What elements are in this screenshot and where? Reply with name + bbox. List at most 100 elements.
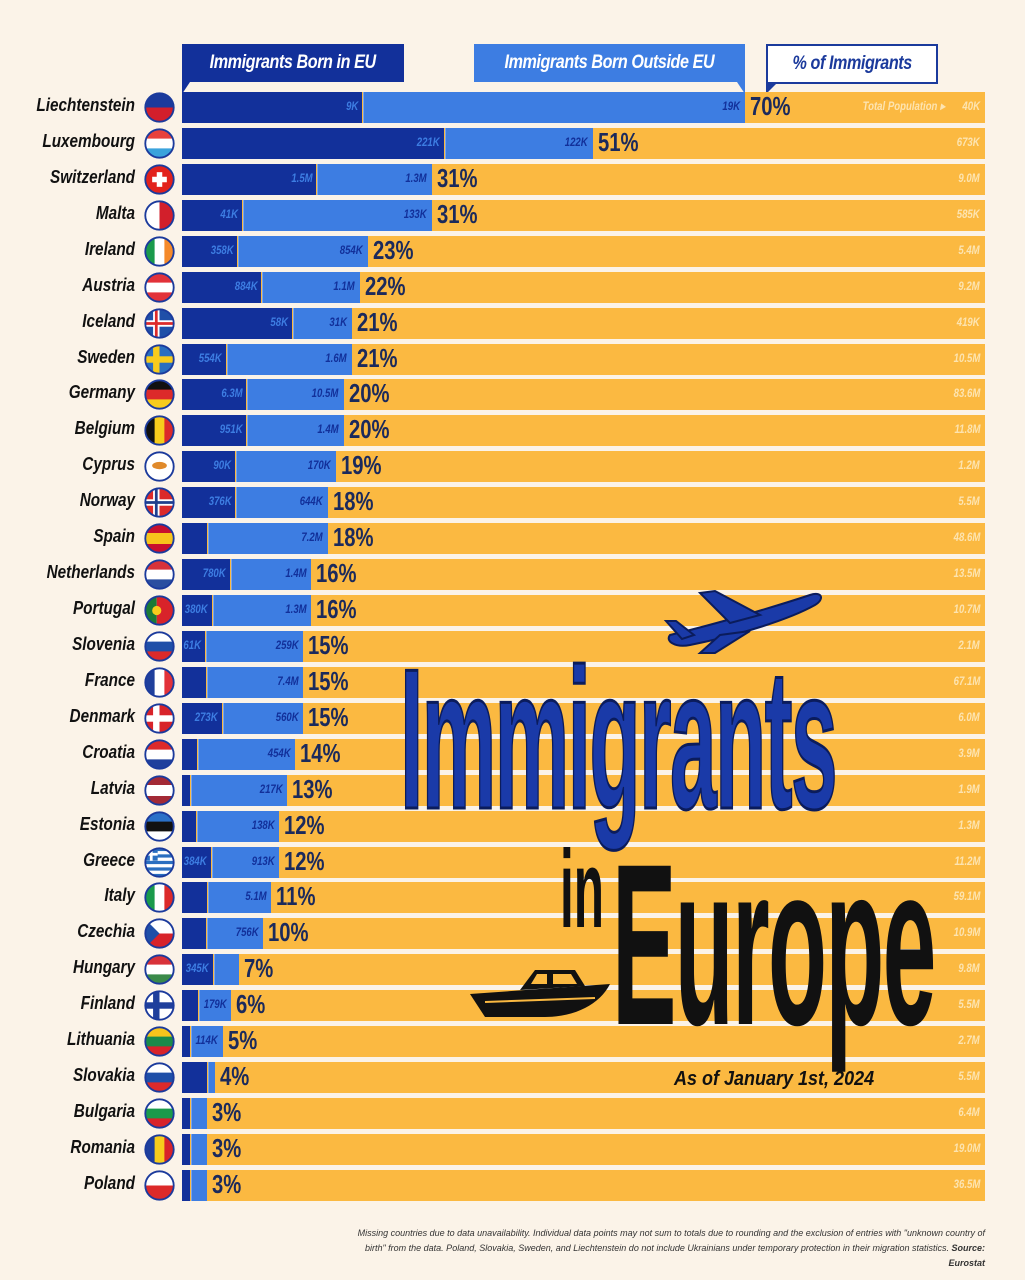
eu-value-label: 221K — [417, 134, 441, 149]
country-name: Liechtenstein — [36, 95, 135, 115]
non-eu-bar — [205, 630, 304, 662]
eu-bar — [182, 271, 262, 303]
pct-label: 3% — [212, 1132, 242, 1163]
flag-icon — [143, 953, 176, 986]
bar-row-italy: Italy 5.1M 11% 59.1M — [0, 881, 1025, 914]
pct-label: 15% — [308, 701, 350, 732]
total-population-bar — [182, 1098, 985, 1130]
country-name: Switzerland — [49, 166, 135, 187]
boat-icon — [470, 970, 610, 1017]
country-name: Luxembourg — [42, 130, 135, 151]
eu-value-label: 345K — [185, 961, 209, 976]
legend-pct-pointer — [766, 84, 776, 94]
total-population-bar — [182, 738, 985, 770]
non-eu-bar — [213, 954, 240, 986]
bar-row-croatia: Croatia 454K 14% 3.9M — [0, 738, 1025, 770]
country-name: Denmark — [69, 705, 135, 726]
flag-icon — [143, 630, 176, 663]
pct-label: 18% — [332, 486, 374, 517]
flag-icon — [143, 1169, 176, 1202]
eu-value-label: 273K — [194, 709, 218, 724]
eu-value-label: 90K — [213, 458, 232, 473]
flag-icon — [143, 91, 176, 124]
flag-icon — [143, 702, 176, 735]
pct-label: 16% — [316, 558, 358, 589]
total-population-label: 10.9M — [953, 925, 980, 940]
bar-row-norway: Norway 376K 644K 18% 5.5M — [0, 486, 1025, 519]
non-eu-value-label: 854K — [339, 242, 363, 257]
flag-icon — [143, 378, 176, 411]
eu-value-label: 41K — [220, 206, 238, 221]
non-eu-value-label: 644K — [299, 494, 323, 509]
eu-bar — [182, 954, 213, 986]
eu-bar — [182, 990, 198, 1022]
pct-label: 15% — [308, 629, 350, 660]
country-name: Portugal — [72, 598, 135, 619]
total-population-bar — [182, 810, 985, 842]
eu-bar — [182, 1133, 190, 1165]
pct-label: 70% — [750, 91, 791, 121]
non-eu-bar — [226, 343, 352, 375]
non-eu-bar — [236, 487, 328, 519]
eu-value-label: 1.5M — [291, 170, 313, 185]
total-population-bar — [182, 846, 985, 878]
bar-row-bulgaria: Bulgaria 3% 6.4M — [0, 1097, 1025, 1130]
bar-row-iceland: Iceland 58K 31K 21% 419K — [0, 307, 1025, 339]
eu-value-label: 358K — [210, 242, 234, 257]
non-eu-bar — [362, 92, 746, 123]
total-population-label: 5.5M — [958, 1069, 980, 1084]
total-population-label: 3.9M — [958, 745, 980, 760]
flag-icon — [143, 989, 176, 1022]
country-name: Sweden — [77, 346, 135, 367]
pct-label: 51% — [597, 126, 639, 157]
bar-row-cyprus: Cyprus 90K 170K 19% 1.2M — [0, 450, 1025, 483]
pct-label: 31% — [436, 162, 478, 193]
eu-value-label: 951K — [219, 422, 243, 437]
non-eu-bar — [191, 1026, 224, 1058]
eu-bar — [182, 810, 197, 842]
total-population-bar — [182, 882, 985, 914]
flag-icon — [143, 846, 176, 879]
total-population-bar — [182, 954, 985, 986]
bar-row-slovenia: Slovenia 61K 259K 15% 2.1M — [0, 630, 1025, 662]
bar-row-austria: Austria 884K 1.1M 22% 9.2M — [0, 271, 1025, 303]
non-eu-value-label: 756K — [235, 925, 259, 940]
non-eu-value-label: 122K — [564, 134, 588, 149]
country-name: Lithuania — [67, 1029, 135, 1050]
flag-icon — [143, 594, 176, 627]
eu-bar — [182, 918, 207, 950]
eu-bar — [182, 1026, 191, 1058]
flag-icon — [143, 271, 176, 304]
non-eu-bar — [222, 702, 304, 734]
country-name: France — [84, 669, 135, 690]
eu-bar — [182, 774, 191, 806]
bar-row-belgium: Belgium 951K 1.4M 20% 11.8M — [0, 414, 1025, 447]
bar-row-ireland: Ireland 358K 854K 23% 5.4M — [0, 235, 1025, 267]
eu-value-label: 9K — [345, 99, 358, 113]
total-population-bar — [182, 918, 985, 950]
flag-icon — [143, 450, 176, 483]
pct-label: 3% — [212, 1097, 242, 1128]
flag-icon — [143, 343, 176, 376]
eu-bar — [182, 127, 445, 159]
non-eu-bar — [242, 199, 432, 231]
bar-row-malta: Malta 41K 133K 31% 585K — [0, 199, 1025, 231]
bar-row-portugal: Portugal 380K 1.3M 16% 10.7M — [0, 594, 1025, 627]
non-eu-bar — [198, 990, 232, 1022]
eu-value-label: 380K — [184, 602, 208, 617]
pct-label: 20% — [348, 414, 390, 445]
bar-row-switzerland: Switzerland 1.5M 1.3M 31% 9.0M — [0, 163, 1025, 195]
eu-value-label: 780K — [202, 566, 226, 581]
flag-icon — [143, 1097, 176, 1130]
flag-icon — [143, 522, 176, 555]
legend-eu-pointer — [182, 82, 190, 94]
non-eu-bar — [247, 415, 344, 447]
non-eu-bar — [247, 379, 344, 411]
eu-bar — [182, 451, 236, 483]
non-eu-bar — [197, 810, 280, 842]
total-population-label: 1.2M — [958, 458, 980, 473]
non-eu-value-label: 217K — [259, 781, 283, 796]
non-eu-bar — [317, 163, 432, 195]
non-eu-bar — [190, 1133, 208, 1165]
